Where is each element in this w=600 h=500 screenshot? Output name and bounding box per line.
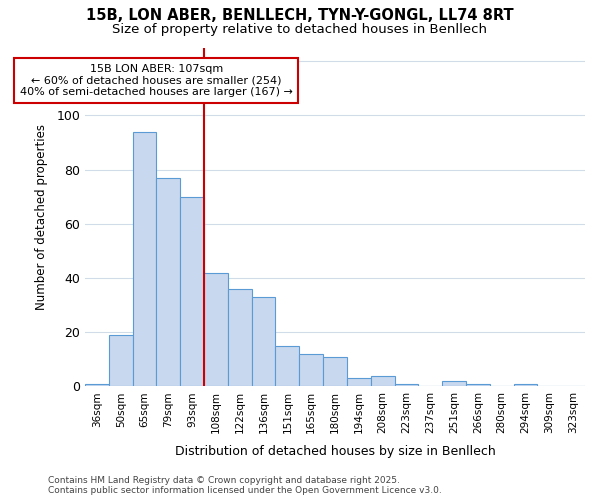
Bar: [204, 272, 228, 386]
Text: 15B LON ABER: 107sqm
← 60% of detached houses are smaller (254)
40% of semi-deta: 15B LON ABER: 107sqm ← 60% of detached h…: [20, 64, 293, 97]
Bar: [395, 384, 418, 386]
Y-axis label: Number of detached properties: Number of detached properties: [35, 124, 48, 310]
Bar: [323, 356, 347, 386]
X-axis label: Distribution of detached houses by size in Benllech: Distribution of detached houses by size …: [175, 444, 496, 458]
Bar: [133, 132, 157, 386]
Bar: [371, 376, 395, 386]
Bar: [109, 335, 133, 386]
Bar: [466, 384, 490, 386]
Bar: [180, 196, 204, 386]
Bar: [347, 378, 371, 386]
Bar: [514, 384, 538, 386]
Text: Size of property relative to detached houses in Benllech: Size of property relative to detached ho…: [113, 22, 487, 36]
Text: 15B, LON ABER, BENLLECH, TYN-Y-GONGL, LL74 8RT: 15B, LON ABER, BENLLECH, TYN-Y-GONGL, LL…: [86, 8, 514, 22]
Bar: [228, 289, 251, 386]
Bar: [85, 384, 109, 386]
Bar: [442, 381, 466, 386]
Bar: [157, 178, 180, 386]
Bar: [251, 297, 275, 386]
Text: Contains HM Land Registry data © Crown copyright and database right 2025.
Contai: Contains HM Land Registry data © Crown c…: [48, 476, 442, 495]
Bar: [299, 354, 323, 386]
Bar: [275, 346, 299, 387]
